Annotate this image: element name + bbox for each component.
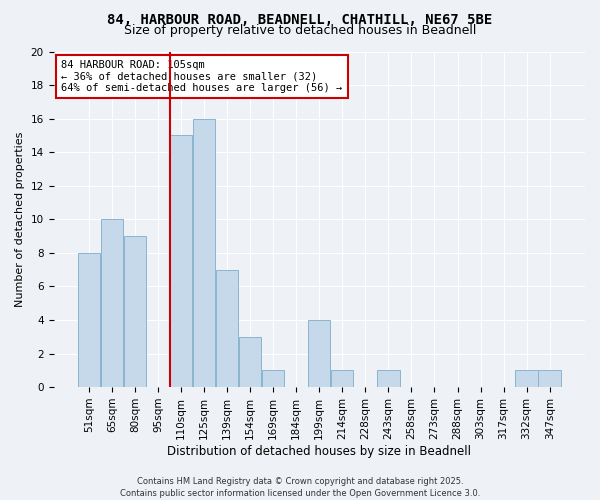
Bar xyxy=(101,220,123,387)
Text: Contains HM Land Registry data © Crown copyright and database right 2025.
Contai: Contains HM Land Registry data © Crown c… xyxy=(120,476,480,498)
Bar xyxy=(216,270,238,387)
Bar xyxy=(124,236,146,387)
Bar xyxy=(331,370,353,387)
Text: Size of property relative to detached houses in Beadnell: Size of property relative to detached ho… xyxy=(124,24,476,37)
X-axis label: Distribution of detached houses by size in Beadnell: Distribution of detached houses by size … xyxy=(167,444,471,458)
Bar xyxy=(515,370,538,387)
Bar xyxy=(262,370,284,387)
Bar xyxy=(308,320,331,387)
Bar xyxy=(193,118,215,387)
Text: 84, HARBOUR ROAD, BEADNELL, CHATHILL, NE67 5BE: 84, HARBOUR ROAD, BEADNELL, CHATHILL, NE… xyxy=(107,12,493,26)
Bar xyxy=(77,253,100,387)
Bar xyxy=(170,136,192,387)
Bar xyxy=(377,370,400,387)
Y-axis label: Number of detached properties: Number of detached properties xyxy=(15,132,25,307)
Bar xyxy=(538,370,561,387)
Bar xyxy=(239,337,262,387)
Text: 84 HARBOUR ROAD: 105sqm
← 36% of detached houses are smaller (32)
64% of semi-de: 84 HARBOUR ROAD: 105sqm ← 36% of detache… xyxy=(61,60,343,93)
